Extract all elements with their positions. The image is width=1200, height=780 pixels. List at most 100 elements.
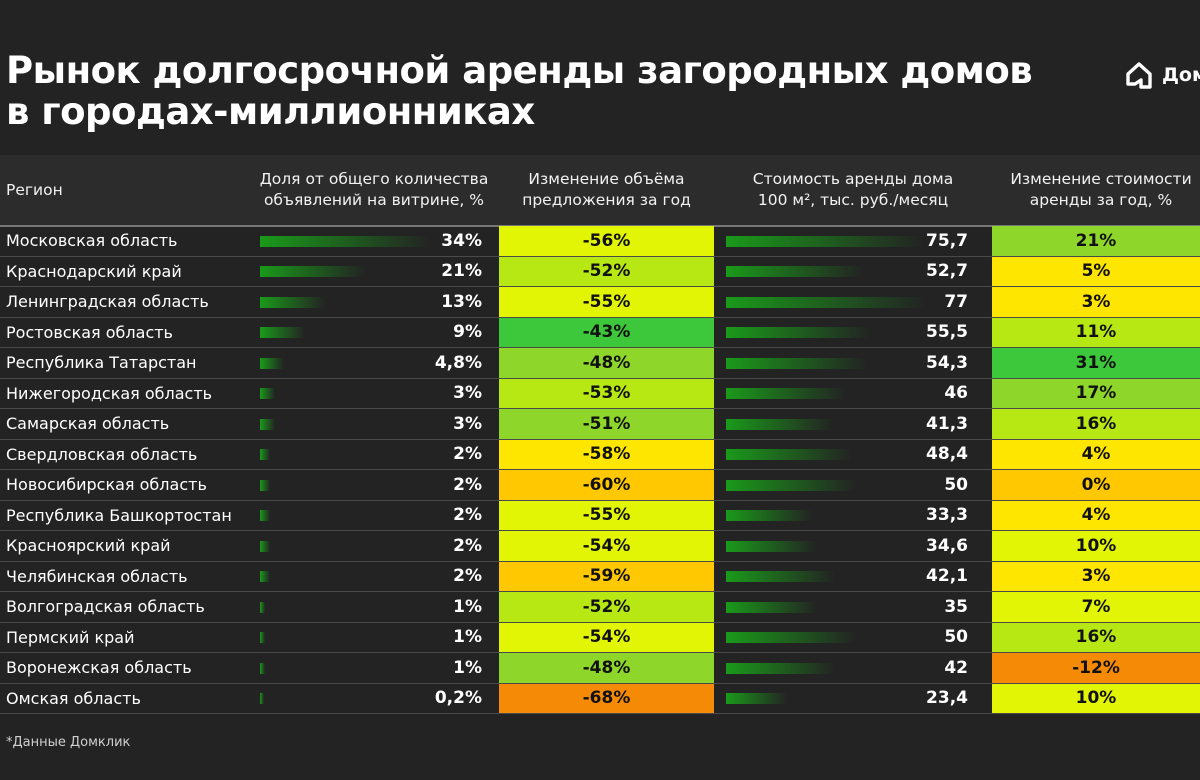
volume-change-cell: -43% bbox=[499, 317, 714, 347]
price-value: 33,3 bbox=[926, 505, 968, 526]
price-change-cell: 10% bbox=[992, 531, 1200, 561]
share-bar bbox=[260, 632, 265, 644]
price-value: 41,3 bbox=[926, 413, 968, 434]
price-bar bbox=[726, 632, 856, 644]
share-value: 2% bbox=[453, 535, 482, 556]
price-change-cell: 31% bbox=[992, 348, 1200, 378]
column-header-price-line-2: 100 м², тыс. руб./месяц bbox=[757, 191, 949, 209]
share-cell: 3% bbox=[258, 379, 486, 409]
share-value: 9% bbox=[453, 322, 482, 343]
title-line-1: Рынок долгосрочной аренды загородных дом… bbox=[6, 49, 1033, 92]
price-value: 35 bbox=[944, 596, 968, 617]
price-bar bbox=[726, 662, 835, 674]
column-header-volume-line-2: предложения за год bbox=[522, 191, 691, 209]
region-name: Челябинская область bbox=[6, 566, 188, 586]
volume-change-cell: -56% bbox=[499, 226, 714, 256]
share-bar bbox=[260, 449, 270, 461]
share-bar bbox=[260, 510, 270, 522]
column-header-region: Регион bbox=[6, 155, 206, 225]
price-value: 54,3 bbox=[926, 352, 968, 373]
volume-change-cell: -59% bbox=[499, 561, 714, 591]
price-bar bbox=[726, 479, 856, 491]
price-bar bbox=[726, 449, 852, 461]
price-cell: 77 bbox=[724, 287, 972, 317]
column-header-change: Изменение стоимости аренды за год, % bbox=[992, 155, 1200, 225]
region-name: Ленинградская область bbox=[6, 292, 209, 312]
share-cell: 21% bbox=[258, 257, 486, 287]
column-header-share-line-1: Доля от общего количества bbox=[259, 170, 489, 188]
price-change-cell: 4% bbox=[992, 500, 1200, 530]
price-bar bbox=[726, 235, 923, 247]
volume-change-cell: -55% bbox=[499, 500, 714, 530]
price-bar bbox=[726, 693, 787, 705]
share-value: 13% bbox=[441, 291, 482, 312]
share-value: 2% bbox=[453, 566, 482, 587]
volume-change-cell: -51% bbox=[499, 409, 714, 439]
price-value: 46 bbox=[944, 383, 968, 404]
price-change-cell: 0% bbox=[992, 470, 1200, 500]
price-change-cell: 11% bbox=[992, 317, 1200, 347]
column-header-share: Доля от общего количества объявлений на … bbox=[244, 155, 504, 225]
share-cell: 13% bbox=[258, 287, 486, 317]
price-change-cell: 21% bbox=[992, 226, 1200, 256]
price-change-cell: 3% bbox=[992, 561, 1200, 591]
table-row: Нижегородская область 3% -53% 46 17% bbox=[0, 378, 1200, 409]
share-cell: 2% bbox=[258, 501, 486, 531]
price-cell: 33,3 bbox=[724, 501, 972, 531]
price-value: 77 bbox=[944, 291, 968, 312]
share-cell: 1% bbox=[258, 653, 486, 683]
volume-change-cell: -54% bbox=[499, 531, 714, 561]
table-row: Новосибирская область 2% -60% 50 0% bbox=[0, 470, 1200, 501]
volume-change-cell: -68% bbox=[499, 683, 714, 713]
table-row: Волгоградская область 1% -52% 35 7% bbox=[0, 592, 1200, 623]
page-title: Рынок долгосрочной аренды загородных дом… bbox=[6, 49, 1033, 132]
logo-text: Дом bbox=[1162, 64, 1200, 86]
table-row: Республика Татарстан 4,8% -48% 54,3 31% bbox=[0, 348, 1200, 379]
price-cell: 42,1 bbox=[724, 562, 972, 592]
volume-change-cell: -54% bbox=[499, 622, 714, 652]
volume-change-cell: -55% bbox=[499, 287, 714, 317]
price-cell: 41,3 bbox=[724, 409, 972, 439]
share-value: 34% bbox=[441, 230, 482, 251]
region-name: Нижегородская область bbox=[6, 383, 213, 403]
share-bar bbox=[260, 479, 270, 491]
region-name: Новосибирская область bbox=[6, 475, 207, 495]
price-cell: 55,5 bbox=[724, 318, 972, 348]
share-value: 21% bbox=[441, 261, 482, 282]
region-name: Волгоградская область bbox=[6, 597, 205, 617]
price-cell: 50 bbox=[724, 623, 972, 653]
share-bar bbox=[260, 327, 305, 339]
price-change-cell: 16% bbox=[992, 622, 1200, 652]
price-value: 52,7 bbox=[926, 261, 968, 282]
share-value: 2% bbox=[453, 474, 482, 495]
region-name: Самарская область bbox=[6, 414, 170, 434]
column-header-volume: Изменение объёма предложения за год bbox=[499, 155, 714, 225]
share-value: 2% bbox=[453, 444, 482, 465]
price-value: 23,4 bbox=[926, 688, 968, 709]
price-bar bbox=[726, 266, 863, 278]
price-cell: 75,7 bbox=[724, 226, 972, 256]
price-bar bbox=[726, 388, 845, 400]
share-bar bbox=[260, 571, 270, 583]
volume-change-cell: -53% bbox=[499, 378, 714, 408]
share-cell: 0,2% bbox=[258, 684, 486, 714]
region-name: Краснодарский край bbox=[6, 261, 182, 281]
column-header-volume-line-1: Изменение объёма bbox=[528, 170, 685, 188]
price-cell: 54,3 bbox=[724, 348, 972, 378]
region-name: Омская область bbox=[6, 688, 141, 708]
price-cell: 42 bbox=[724, 653, 972, 683]
house-logo-icon bbox=[1126, 62, 1152, 89]
share-bar bbox=[260, 662, 265, 674]
price-bar bbox=[726, 571, 835, 583]
price-bar bbox=[726, 510, 812, 522]
price-bar bbox=[726, 540, 816, 552]
price-cell: 46 bbox=[724, 379, 972, 409]
price-change-cell: 5% bbox=[992, 256, 1200, 286]
price-value: 34,6 bbox=[926, 535, 968, 556]
region-name: Республика Башкортостан bbox=[6, 505, 232, 525]
column-header-share-line-2: объявлений на витрине, % bbox=[263, 191, 485, 209]
share-cell: 2% bbox=[258, 470, 486, 500]
table-row: Омская область 0,2% -68% 23,4 10% bbox=[0, 683, 1200, 714]
share-cell: 2% bbox=[258, 440, 486, 470]
price-value: 50 bbox=[944, 627, 968, 648]
